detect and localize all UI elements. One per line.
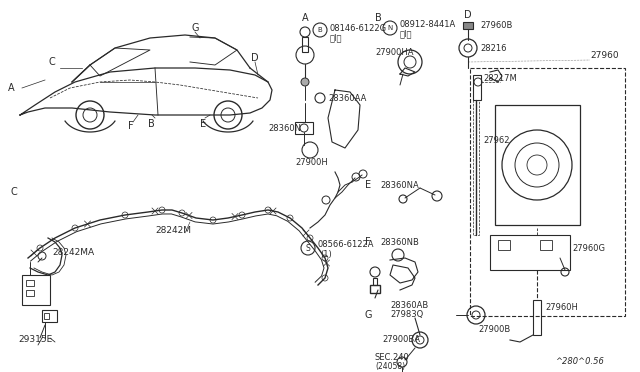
Text: ^280^0.56: ^280^0.56 xyxy=(555,357,604,366)
Text: 28360AB: 28360AB xyxy=(390,301,428,310)
Circle shape xyxy=(301,78,309,86)
Text: B: B xyxy=(148,119,155,129)
Text: D: D xyxy=(464,10,472,20)
Text: 27960: 27960 xyxy=(590,51,619,60)
Text: 〈I〉: 〈I〉 xyxy=(330,33,342,42)
Bar xyxy=(22,275,50,305)
Text: 28360NB: 28360NB xyxy=(380,237,419,247)
Bar xyxy=(302,37,308,52)
Text: E: E xyxy=(365,180,371,190)
Text: B: B xyxy=(317,27,323,33)
Bar xyxy=(490,235,570,270)
Text: D: D xyxy=(251,53,259,63)
Text: 28242M: 28242M xyxy=(155,225,191,234)
Text: 08912-8441A: 08912-8441A xyxy=(400,19,456,29)
Text: G: G xyxy=(365,310,372,320)
Text: (24058): (24058) xyxy=(375,362,405,371)
Text: N: N xyxy=(387,25,392,31)
Text: 27960B: 27960B xyxy=(480,20,513,29)
Text: 28216: 28216 xyxy=(480,44,506,52)
Text: 28360N: 28360N xyxy=(268,124,301,132)
Text: S: S xyxy=(306,244,310,253)
Text: 08146-6122G: 08146-6122G xyxy=(330,23,387,32)
Bar xyxy=(473,100,479,235)
Text: 27962: 27962 xyxy=(483,135,509,144)
Bar xyxy=(463,22,473,29)
Text: A: A xyxy=(301,13,308,23)
Bar xyxy=(498,240,510,250)
Text: 27960G: 27960G xyxy=(572,244,605,253)
Text: 28360AA: 28360AA xyxy=(328,93,366,103)
Text: 27900BA: 27900BA xyxy=(382,336,420,344)
Text: 27900H: 27900H xyxy=(295,157,328,167)
Bar xyxy=(26,290,34,296)
Bar xyxy=(26,280,34,286)
Text: C: C xyxy=(48,57,55,67)
Bar xyxy=(473,75,481,100)
Text: SEC.240: SEC.240 xyxy=(375,353,410,362)
Text: 28360NA: 28360NA xyxy=(380,180,419,189)
Text: F: F xyxy=(128,121,134,131)
Text: 27900HA: 27900HA xyxy=(375,48,413,57)
Bar xyxy=(44,313,49,319)
Text: 27960H: 27960H xyxy=(545,304,578,312)
Text: 28217M: 28217M xyxy=(483,74,516,83)
Text: (1): (1) xyxy=(320,250,332,260)
Text: 29315E: 29315E xyxy=(18,336,52,344)
Text: 〈I〉: 〈I〉 xyxy=(400,29,413,38)
Text: B: B xyxy=(374,13,381,23)
Text: 28242MA: 28242MA xyxy=(52,247,94,257)
Bar xyxy=(540,240,552,250)
Text: E: E xyxy=(200,119,206,129)
Bar xyxy=(42,310,57,322)
Text: 08566-6122A: 08566-6122A xyxy=(318,240,374,248)
Bar xyxy=(373,278,377,285)
Text: C: C xyxy=(10,187,17,197)
Text: A: A xyxy=(8,83,15,93)
Text: 27983Q: 27983Q xyxy=(390,311,423,320)
Bar xyxy=(295,122,313,134)
Text: 27900B: 27900B xyxy=(478,326,510,334)
Text: G: G xyxy=(191,23,198,33)
Bar xyxy=(370,285,380,293)
Bar xyxy=(470,68,625,316)
Bar xyxy=(533,300,541,335)
Text: F: F xyxy=(365,237,371,247)
Bar xyxy=(495,105,580,225)
